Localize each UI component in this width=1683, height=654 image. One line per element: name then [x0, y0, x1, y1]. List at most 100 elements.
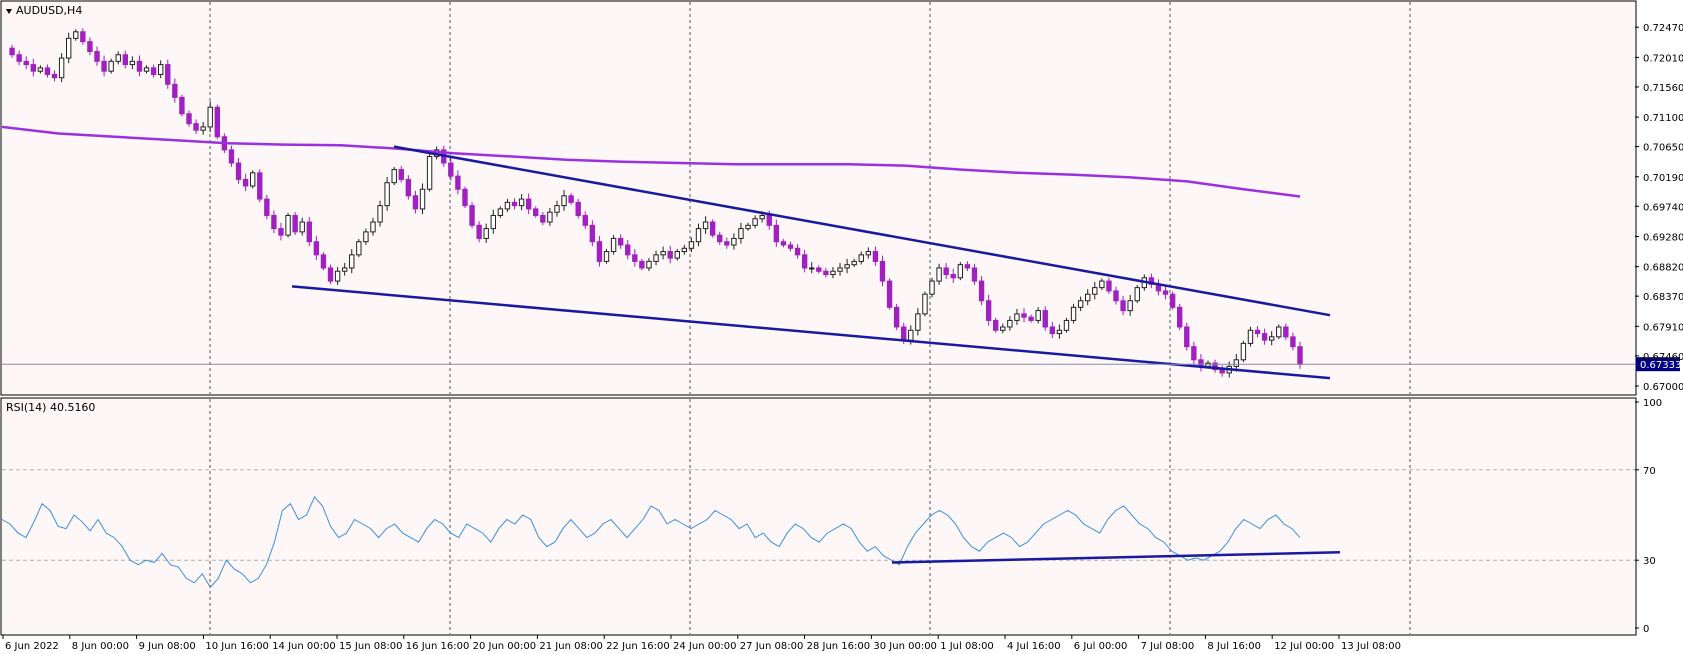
candle-body [901, 326, 907, 341]
candle-body [1191, 346, 1197, 361]
price-pane [0, 0, 1637, 396]
candle-body [1297, 346, 1303, 365]
symbol-title: AUDUSD,H4 [16, 4, 82, 17]
candle-body [349, 254, 355, 269]
candle-body [1261, 333, 1268, 341]
candle-body [1092, 287, 1098, 295]
candle-body [51, 73, 58, 79]
candle-body [745, 224, 751, 230]
candle-body [1113, 290, 1119, 302]
candle-body [1085, 293, 1091, 302]
rsi-title: RSI(14) 40.5160 [6, 401, 95, 414]
price-tick-label: 0.67460 [1643, 352, 1683, 363]
rsi-pane [0, 397, 1637, 636]
candle-body [327, 267, 334, 282]
time-tick-label: 28 Jun 16:00 [807, 641, 871, 652]
price-tick-label: 0.69280 [1643, 232, 1683, 243]
time-tick-label: 6 Jun 2022 [5, 641, 59, 652]
candle-body [575, 201, 581, 216]
candle-body [561, 195, 567, 207]
candle-body [993, 319, 999, 331]
candle-body [823, 270, 829, 276]
price-tick-label: 0.67910 [1643, 322, 1683, 333]
time-tick-label: 21 Jun 08:00 [539, 641, 603, 652]
time-tick-label: 6 Jul 00:00 [1074, 641, 1128, 652]
time-tick-label: 22 Jun 16:00 [606, 641, 670, 652]
candle-body [384, 182, 390, 207]
candle-body [518, 198, 525, 207]
candle-body [271, 214, 277, 230]
rsi-tick-label: 70 [1643, 466, 1656, 477]
price-tick-label: 0.68820 [1643, 263, 1683, 274]
candle-body [547, 211, 553, 223]
candle-body [37, 67, 44, 72]
candle-body [724, 241, 730, 246]
candle-body [929, 280, 935, 295]
candle-body [497, 208, 504, 216]
candle-body [292, 214, 298, 233]
candle-body [341, 267, 348, 272]
candle-body [1240, 342, 1247, 361]
candle-body [1014, 313, 1020, 321]
candle-body [313, 241, 320, 256]
price-tick-label: 0.67000 [1643, 382, 1683, 393]
candle-body [801, 254, 808, 269]
candle-body [950, 274, 956, 279]
candle-body [731, 237, 737, 246]
candle-body [540, 214, 546, 223]
time-tick-label: 7 Jul 08:00 [1141, 641, 1195, 652]
candle-body [568, 195, 574, 203]
candle-body [780, 241, 787, 246]
time-tick-label: 1 Jul 08:00 [940, 641, 994, 652]
price-tick-label: 0.70190 [1643, 173, 1683, 184]
collapse-triangle-icon[interactable] [6, 9, 12, 14]
candle-body [646, 260, 652, 269]
candle-body [702, 221, 709, 230]
candle-body [773, 224, 780, 243]
time-tick-label: 16 Jun 16:00 [406, 641, 470, 652]
price-tick-label: 0.69740 [1643, 202, 1683, 213]
candle-body [363, 231, 369, 243]
candle-body [1184, 326, 1190, 348]
candle-body [851, 260, 857, 266]
candle-body [44, 67, 51, 75]
candle-body [483, 228, 489, 239]
time-tick-label: 10 Jun 16:00 [205, 641, 269, 652]
candle-body [23, 60, 29, 66]
candle-body [738, 228, 744, 239]
candle-body [150, 67, 157, 75]
candle-body [893, 306, 900, 328]
candle-body [752, 218, 758, 226]
candle-body [858, 254, 864, 262]
candle-body [80, 31, 86, 43]
candle-body [943, 267, 949, 276]
candle-body [1212, 362, 1218, 371]
candle-body [681, 247, 688, 253]
candle-body [717, 234, 723, 243]
candle-body [122, 54, 128, 66]
price-tick-label: 0.70650 [1643, 143, 1683, 154]
candle-body [837, 267, 843, 272]
candle-body [964, 264, 971, 269]
candle-body [214, 106, 220, 138]
candle-body [101, 60, 107, 72]
price-tick-label: 0.71560 [1643, 83, 1683, 94]
candle-body [419, 188, 426, 210]
candle-body [596, 241, 603, 262]
candle-body [1007, 319, 1013, 328]
candle-body [766, 214, 772, 226]
candle-body [653, 254, 659, 262]
time-tick-label: 13 Jul 08:00 [1341, 641, 1401, 652]
candle-body [865, 251, 872, 256]
candle-body [985, 300, 992, 321]
candle-body [1269, 336, 1275, 341]
price-series: 0.67333 [1, 28, 1681, 380]
candle-body [1162, 290, 1169, 295]
candle-body [200, 126, 206, 131]
candle-body [674, 251, 680, 259]
candle-body [660, 251, 666, 256]
candle-body [207, 106, 213, 128]
candle-body [603, 251, 610, 262]
price-tick-label: 0.71100 [1643, 113, 1683, 124]
